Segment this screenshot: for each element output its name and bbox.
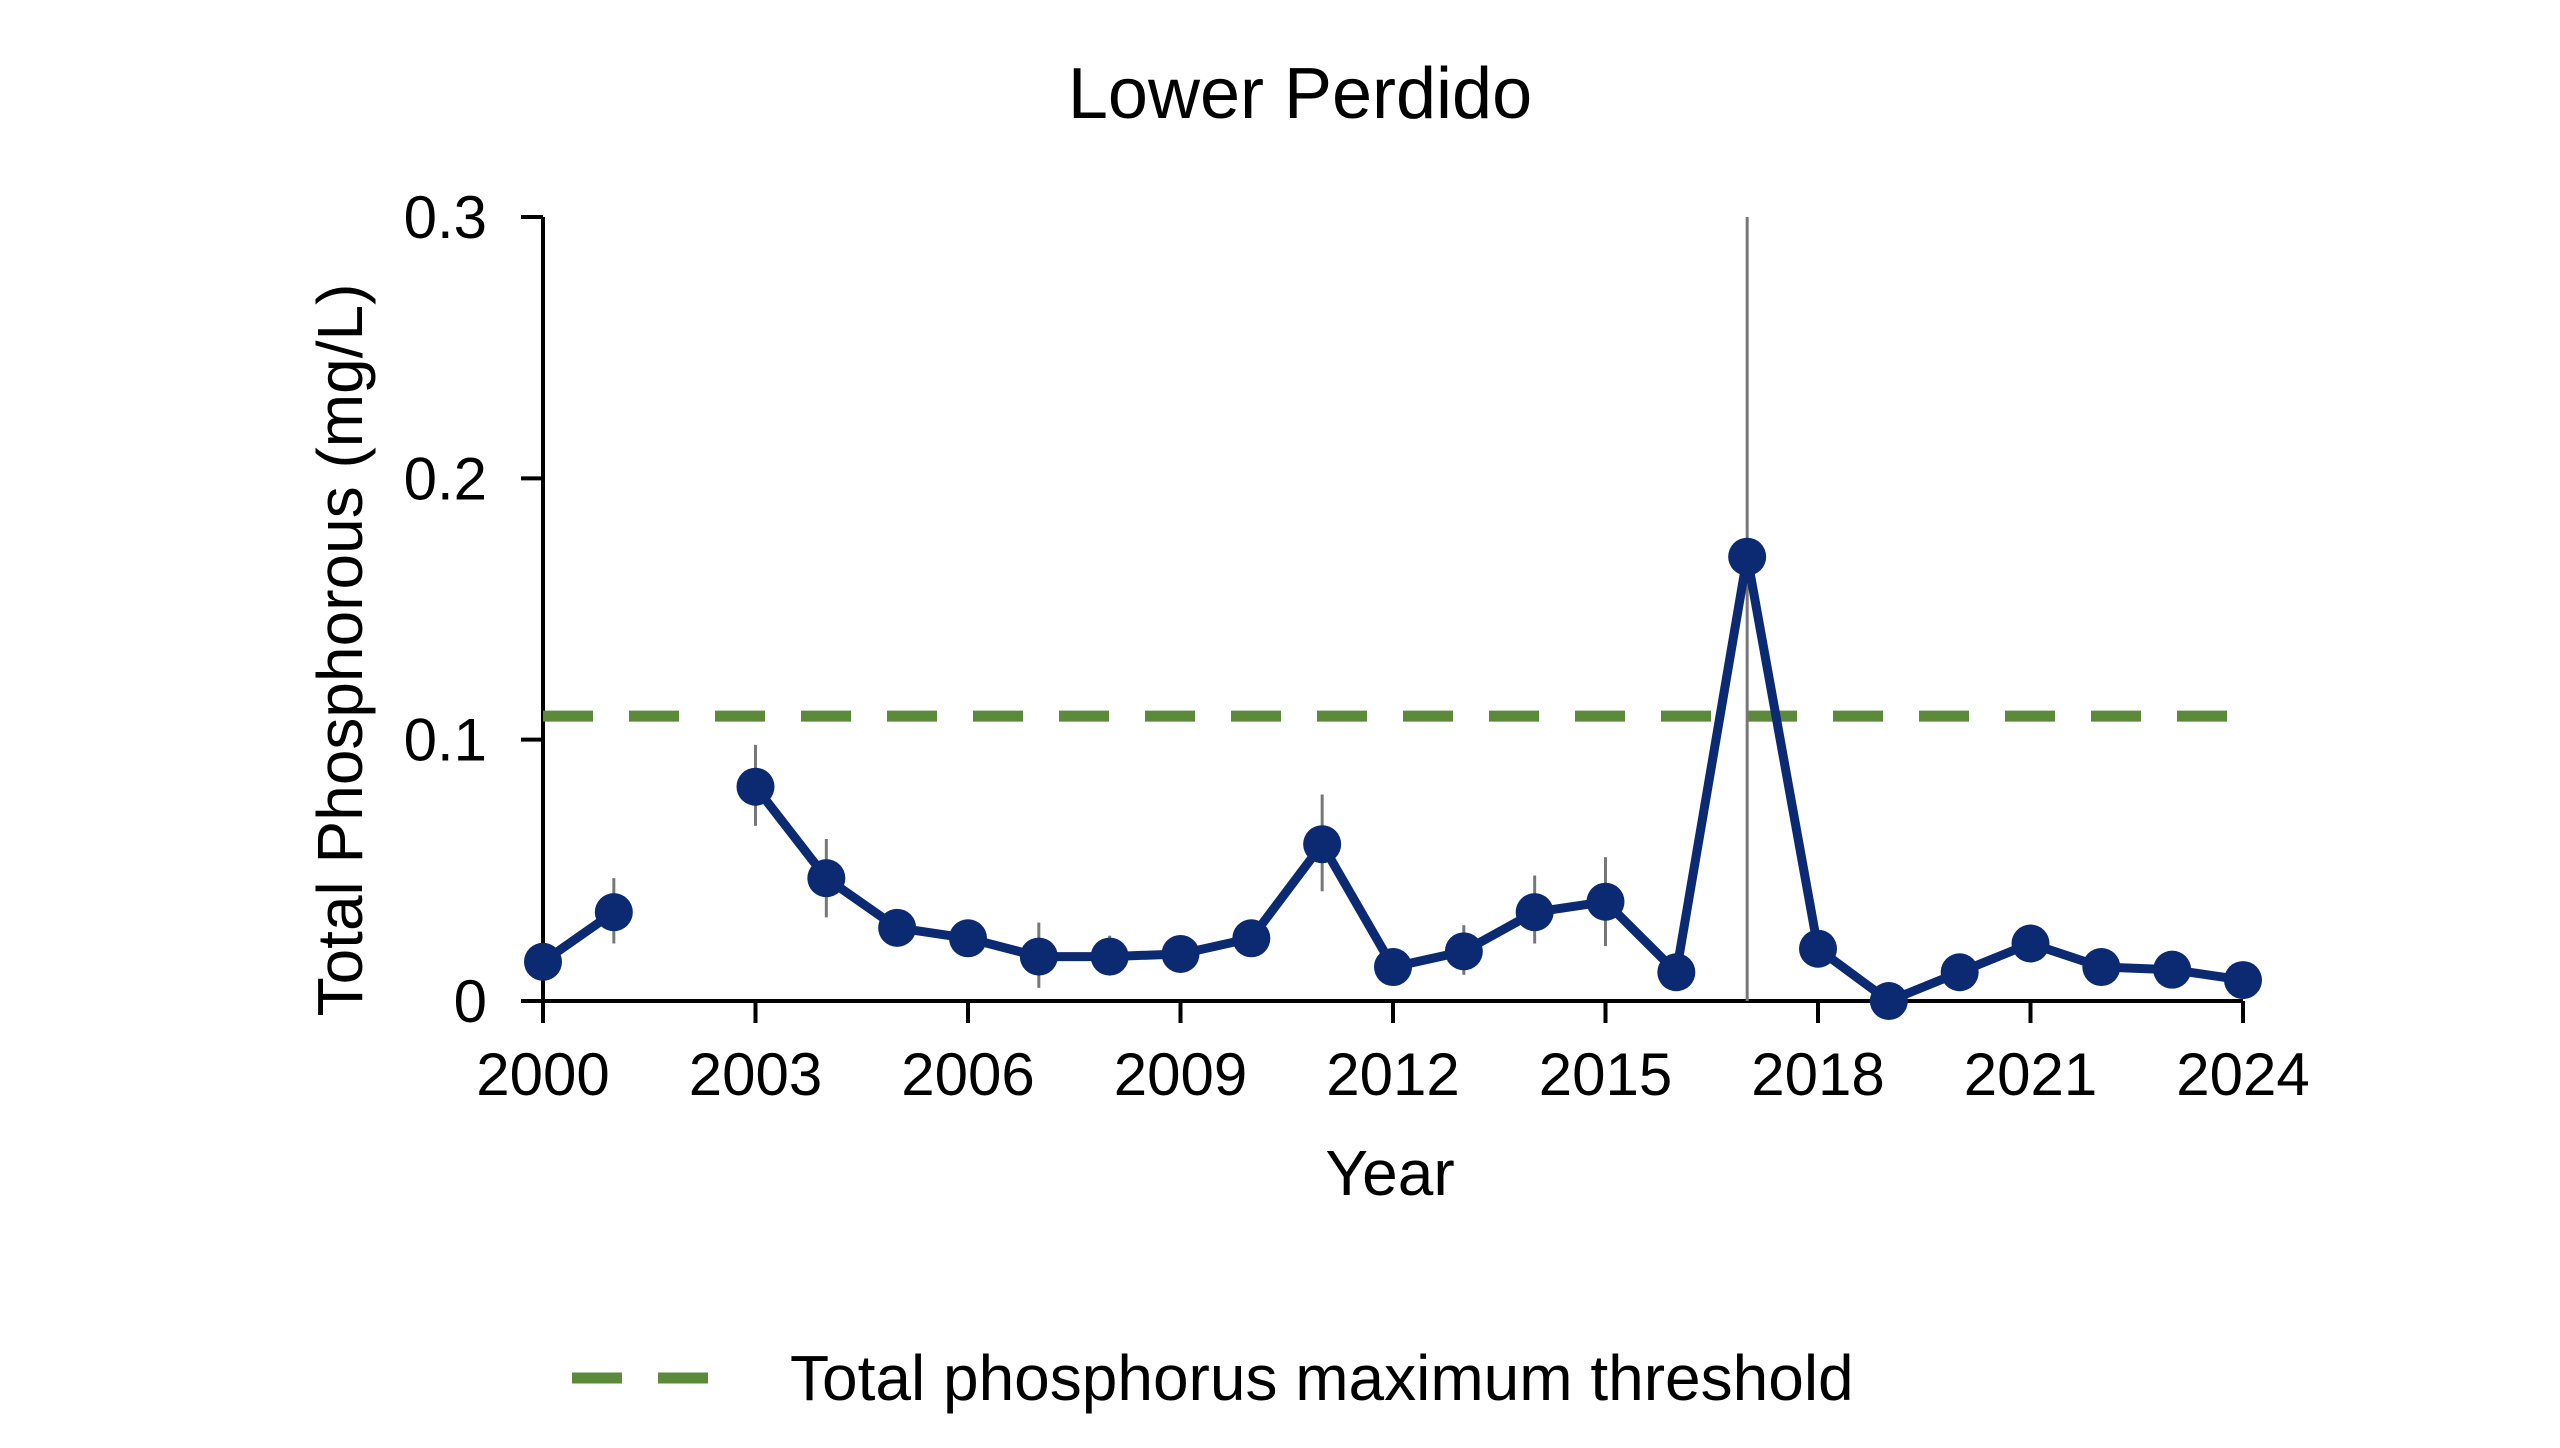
data-point — [2153, 950, 2192, 989]
data-point — [1444, 932, 1483, 971]
data-point — [1799, 929, 1837, 968]
y-tick-label: 0.1 — [404, 707, 487, 774]
x-tick-label: 2009 — [1114, 1041, 1247, 1108]
x-tick-label: 2024 — [2176, 1041, 2309, 1108]
legend-threshold-label: Total phosphorus maximum threshold — [790, 1342, 1854, 1414]
data-point — [2224, 961, 2262, 1000]
data-point — [1728, 537, 1767, 576]
series-line — [751, 552, 2244, 1006]
data-point — [878, 908, 917, 947]
data-point — [1161, 934, 1200, 973]
data-point — [1869, 982, 1908, 1020]
series-lines — [540, 552, 2244, 1006]
data-point — [1303, 825, 1342, 864]
error-bars — [541, 217, 2245, 1001]
data-point — [524, 942, 562, 981]
data-point — [1586, 882, 1625, 921]
x-tick-label: 2021 — [1964, 1041, 2097, 1108]
data-point — [736, 767, 775, 806]
y-tick-label: 0 — [454, 968, 487, 1035]
data-point — [1940, 953, 1979, 992]
x-tick-label: 2012 — [1326, 1041, 1459, 1108]
data-point — [1374, 948, 1412, 987]
data-point — [594, 893, 633, 932]
legend: Total phosphorus maximum threshold — [572, 1342, 1854, 1414]
x-tick-label: 2015 — [1539, 1041, 1672, 1108]
y-axis-label: Total Phosphorous (mg/L) — [304, 284, 376, 1017]
x-tick-label: 2003 — [689, 1041, 822, 1108]
data-point — [1657, 953, 1696, 992]
data-point — [2082, 948, 2121, 987]
y-tick-label: 0.3 — [404, 184, 487, 251]
axes: 0 0.1 0.2 0.3 2000 2003 2006 2009 2012 2015 2018 20… — [404, 184, 2310, 1108]
data-point — [2011, 924, 2050, 963]
data-point — [807, 859, 846, 898]
data-point — [1232, 919, 1271, 958]
y-tick-label: 0.2 — [404, 445, 487, 512]
data-point — [1019, 937, 1058, 976]
data-point — [1090, 937, 1129, 976]
chart-title: Lower Perdido — [1068, 54, 1532, 134]
data-point — [1515, 893, 1554, 932]
x-tick-label: 2018 — [1751, 1041, 1884, 1108]
x-tick-label: 2000 — [476, 1041, 609, 1108]
x-tick-label: 2006 — [901, 1041, 1034, 1108]
x-axis-label: Year — [1325, 1137, 1454, 1209]
data-points — [524, 537, 2262, 1020]
data-point — [949, 919, 987, 958]
